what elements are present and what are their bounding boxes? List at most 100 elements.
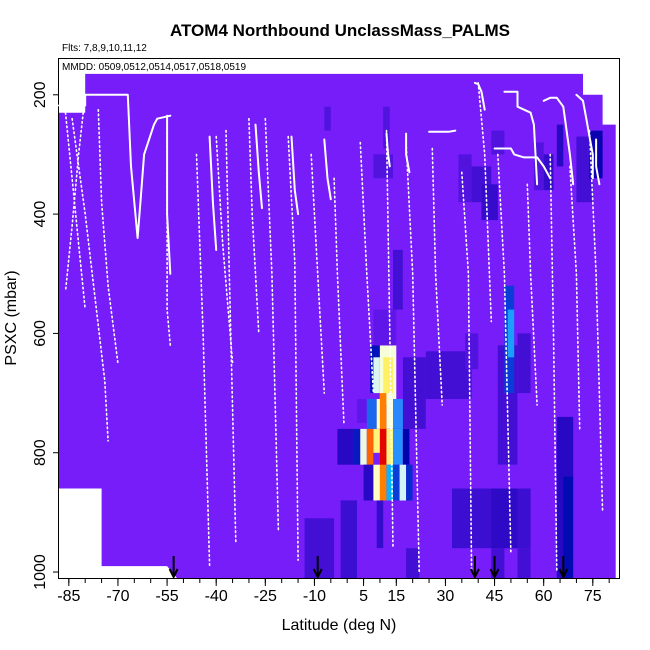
flight-track-dotted [195, 153, 211, 567]
x-tick-label: 45 [486, 588, 504, 605]
heatmap-cell [491, 488, 518, 549]
x-tick-label: 30 [437, 588, 455, 605]
x-axis-label: Latitude (deg N) [282, 617, 397, 634]
heatmap-cell [465, 333, 479, 370]
heatmap-cell [357, 399, 367, 423]
flight-tracks [58, 81, 604, 573]
x-tick-label: 60 [535, 588, 553, 605]
heatmap-cell [360, 428, 367, 465]
heatmap-cell [386, 399, 393, 429]
flight-track-solid [208, 135, 218, 251]
flight-track-dotted [477, 82, 493, 323]
heatmap-cell [543, 154, 554, 191]
heatmap-cell [406, 548, 420, 578]
location-arrow [558, 556, 569, 580]
heatmap-cell [393, 249, 403, 310]
flight-track-dotted [526, 183, 538, 406]
flight-track-dotted [215, 135, 234, 365]
location-arrow [312, 556, 323, 580]
x-tick-label: 5 [359, 588, 368, 605]
heatmap-cell [406, 464, 413, 501]
y-tick-label: 1000 [32, 554, 49, 590]
heatmap-background [59, 73, 616, 579]
flight-track-solid [428, 129, 457, 133]
x-axis: -85 -70 -55 -40 -25 -10 5 15 30 45 60 75 [57, 578, 610, 605]
y-axis: 200 400 600 800 1000 [32, 81, 59, 590]
flight-track-solid [503, 90, 539, 186]
flight-track-dotted [287, 135, 299, 561]
flight-track-dotted [496, 153, 512, 555]
flight-track-dotted [64, 111, 86, 311]
x-tick-label: -25 [254, 588, 277, 605]
flight-track-dotted [71, 117, 109, 442]
heatmap-cell [353, 428, 361, 465]
flight-track-dotted [569, 165, 581, 430]
flight-track-dotted [225, 129, 237, 544]
flight-track-dotted [97, 108, 119, 365]
heatmap-cell [304, 518, 335, 578]
heatmap-cell [337, 428, 354, 465]
heatmap-cell [563, 476, 574, 578]
chart-title: ATOM4 Northbound UnclassMass_PALMS [170, 21, 510, 40]
y-axis-label: PSXC (mbar) [3, 270, 20, 365]
flight-track-dotted [166, 117, 172, 347]
dates-label: MMDD: 0509,0512,0514,0517,0518,0519 [62, 62, 246, 73]
heatmap-cell [533, 142, 544, 191]
flights-label: Flts: 7,8,9,10,11,12 [62, 43, 147, 54]
heatmap-cell [402, 357, 426, 429]
flight-track-solid [575, 93, 594, 180]
flight-track-dotted [588, 129, 604, 514]
heatmap-cell [376, 399, 380, 429]
flight-track-solid [254, 123, 263, 210]
heatmap-cell [507, 309, 515, 358]
flight-track-dotted [385, 129, 394, 550]
heatmap-cell [393, 464, 400, 501]
x-tick-label: 75 [584, 588, 602, 605]
y-tick-label: 400 [32, 201, 49, 228]
location-arrow [470, 556, 480, 580]
flight-track-dotted [333, 177, 345, 424]
x-tick-label: -40 [205, 588, 228, 605]
flight-track-solid [473, 81, 486, 111]
y-tick-label: 200 [32, 81, 49, 108]
x-tick-label: -70 [106, 588, 129, 605]
flight-track-solid [323, 138, 332, 201]
flight-track-solid [385, 132, 391, 168]
heatmap-cell [517, 548, 531, 578]
flight-track-solid [290, 135, 300, 216]
heatmap-cell [399, 464, 407, 501]
y-tick-label: 800 [32, 439, 49, 466]
heatmap-cell [386, 464, 393, 501]
x-tick-label: -55 [156, 588, 179, 605]
heatmap-cell [373, 309, 397, 346]
heatmap-cell [366, 399, 377, 429]
x-tick-label: -85 [57, 588, 80, 605]
flight-track-solid [493, 147, 552, 180]
heatmap-cell [393, 428, 403, 465]
flight-track-solid [595, 138, 601, 186]
heatmap-cell [402, 428, 410, 465]
heatmap-cell [425, 351, 472, 399]
flight-track-dotted [549, 153, 558, 573]
heatmap-cell [366, 428, 374, 465]
flight-track-dotted [431, 147, 444, 406]
heatmap-cell [376, 500, 384, 549]
flight-track-dotted [405, 141, 421, 573]
heatmap-cell [383, 106, 390, 149]
flight-track-dotted [310, 153, 326, 394]
heatmap-area [59, 73, 616, 579]
flight-track-dotted [248, 117, 260, 335]
heatmap-cell [576, 136, 593, 203]
heatmap-cell [383, 357, 393, 394]
x-tick-label: 15 [387, 588, 405, 605]
y-tick-label: 600 [32, 320, 49, 347]
flight-track-solid [166, 114, 172, 275]
location-arrow [489, 556, 500, 580]
heatmap-cell [481, 184, 498, 221]
flight-track-dotted [359, 141, 375, 394]
location-arrow [168, 556, 179, 580]
flight-track-dotted [64, 94, 86, 293]
heatmap-cell [491, 130, 505, 155]
flight-track-solid [542, 96, 575, 186]
